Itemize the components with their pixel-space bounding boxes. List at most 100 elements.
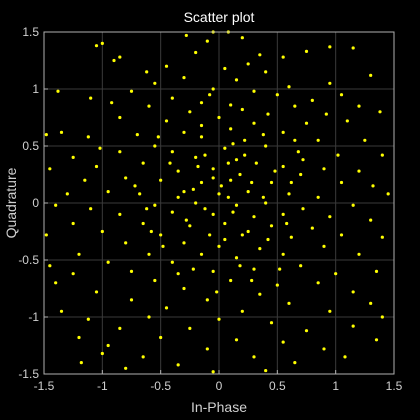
data-point [328, 215, 332, 219]
data-point [86, 317, 90, 321]
data-point [168, 161, 172, 165]
data-point [159, 335, 163, 340]
data-point [106, 190, 110, 194]
data-point [243, 153, 247, 157]
data-point [234, 338, 239, 342]
data-point [287, 192, 291, 196]
data-point [345, 119, 349, 123]
data-point [334, 272, 338, 276]
data-point [170, 96, 174, 100]
data-point [205, 347, 209, 351]
data-point [184, 33, 188, 38]
data-point [380, 235, 384, 239]
data-point [378, 110, 382, 114]
data-point [129, 89, 134, 93]
data-point [56, 89, 60, 93]
data-point [275, 283, 279, 287]
data-point [110, 101, 114, 105]
data-point [371, 184, 375, 188]
data-point [258, 53, 262, 57]
data-point [234, 203, 239, 207]
data-point [231, 142, 235, 146]
data-point [191, 187, 195, 191]
data-point [89, 207, 93, 211]
data-point [141, 161, 145, 165]
data-point [141, 355, 145, 359]
data-point [310, 226, 314, 230]
data-point [269, 224, 274, 228]
data-point [194, 155, 198, 159]
data-point [153, 144, 157, 148]
data-point [252, 89, 256, 93]
data-point [100, 351, 104, 356]
data-point [229, 278, 233, 283]
x-tick-label: -1.5 [34, 379, 55, 393]
data-point [48, 264, 52, 268]
data-point [234, 158, 239, 162]
data-point [254, 161, 258, 165]
data-point [322, 167, 326, 171]
x-tick-label: 0 [216, 379, 223, 393]
data-point [264, 144, 268, 148]
data-point [351, 46, 355, 50]
data-point [240, 107, 244, 112]
data-point [289, 180, 293, 185]
data-point [357, 169, 361, 173]
data-point [65, 192, 69, 196]
data-point [339, 93, 344, 97]
data-point [196, 164, 200, 169]
data-point [287, 301, 291, 305]
data-point [170, 260, 174, 264]
data-point [199, 252, 204, 256]
x-axis-label: In-Phase [191, 399, 247, 415]
data-point [328, 81, 332, 85]
data-point [266, 237, 270, 242]
data-point [83, 178, 87, 182]
data-point [159, 233, 163, 237]
data-point [145, 70, 149, 74]
data-point [54, 281, 58, 285]
data-point [281, 252, 285, 256]
data-point [106, 343, 110, 348]
data-point [264, 201, 268, 205]
data-point [240, 36, 244, 40]
data-point [217, 115, 221, 120]
data-point [164, 306, 169, 310]
data-point [208, 233, 212, 237]
data-point [211, 212, 215, 216]
data-point [170, 150, 174, 154]
data-point [322, 244, 326, 248]
data-point [261, 133, 265, 137]
x-tick-label: 0.5 [269, 379, 286, 393]
data-point [182, 241, 186, 245]
data-point [357, 104, 361, 108]
data-point [339, 180, 344, 185]
data-point [281, 164, 285, 169]
data-point [89, 96, 93, 100]
data-point [234, 256, 239, 260]
data-point [299, 172, 303, 177]
data-point [133, 184, 137, 188]
data-point [205, 298, 209, 302]
data-point [246, 190, 250, 194]
data-point [281, 55, 285, 59]
data-point [258, 292, 262, 296]
x-tick-label: 1 [332, 379, 339, 393]
data-point [336, 153, 340, 157]
data-point [124, 176, 128, 180]
data-point [281, 130, 285, 134]
data-point [77, 335, 81, 340]
data-point [301, 207, 305, 211]
data-point [208, 93, 212, 97]
data-point [188, 224, 192, 228]
data-point [322, 347, 326, 351]
data-point [357, 252, 361, 256]
data-point [226, 161, 230, 165]
data-point [164, 119, 169, 123]
data-point [304, 49, 309, 53]
data-point [94, 44, 99, 48]
data-point [374, 269, 379, 273]
data-point [159, 178, 163, 182]
data-point [211, 370, 215, 374]
